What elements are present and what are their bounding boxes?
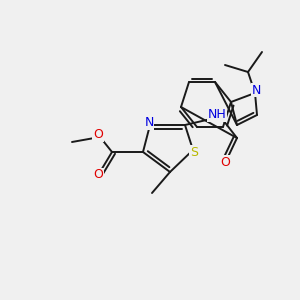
Text: N: N bbox=[251, 83, 261, 97]
Text: NH: NH bbox=[208, 109, 226, 122]
Text: S: S bbox=[190, 146, 198, 158]
Text: O: O bbox=[93, 169, 103, 182]
Text: O: O bbox=[220, 155, 230, 169]
Text: O: O bbox=[93, 128, 103, 142]
Text: N: N bbox=[144, 116, 154, 130]
